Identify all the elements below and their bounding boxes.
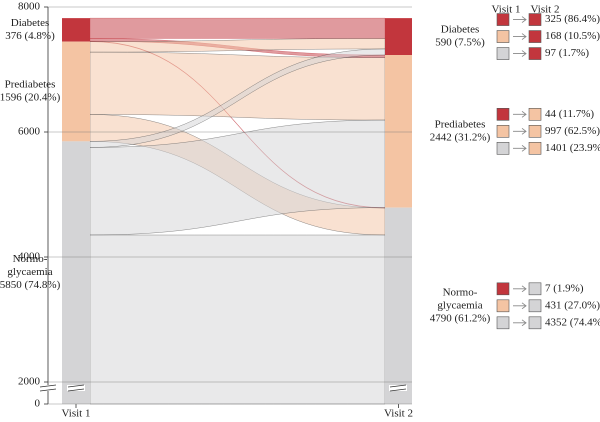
legend-arrow [513, 110, 527, 118]
x-tick-label: Visit 2 [384, 408, 413, 420]
y-tick-label: 6000 [18, 126, 41, 138]
legend-label: 7 (1.9%) [545, 282, 584, 294]
axis-break [67, 388, 85, 392]
legend-swatch [496, 282, 510, 296]
legend-arrow [513, 50, 527, 57]
legend-swatch [528, 142, 542, 155]
legend-swatch [528, 47, 542, 60]
legend-swatch [496, 108, 510, 121]
node-label: 4790 (61.2%) [430, 312, 491, 324]
legend-label: 168 (10.5%) [545, 30, 600, 42]
legend-arrow [513, 319, 527, 327]
legend-arrow [513, 285, 527, 293]
axis-break [389, 388, 407, 392]
legend-header: Visit 1 [492, 4, 521, 16]
axis-break [389, 384, 407, 388]
node-label: glycaemia [7, 266, 52, 278]
grid [44, 6, 48, 405]
node-label: glycaemia [437, 299, 482, 311]
y-tick-label: 8000 [18, 1, 41, 13]
flow [89, 51, 386, 121]
axis-break-gap [389, 385, 407, 391]
node-label: 376 (4.8%) [5, 30, 55, 42]
node-bar [385, 18, 412, 55]
node-label: Diabetes [11, 17, 49, 29]
node-bar [62, 141, 90, 404]
legend-swatch [496, 30, 510, 43]
node-label: 1596 (20.4%) [0, 92, 61, 104]
axis-break-gap [39, 385, 57, 391]
legend-swatch [528, 282, 542, 296]
node-label: Prediabetes [435, 118, 486, 130]
flow [89, 17, 386, 39]
node-label: Prediabetes [5, 79, 56, 91]
legend-label: 431 (27.0%) [545, 299, 600, 311]
node-bar [385, 55, 412, 208]
legend-swatch [528, 316, 542, 330]
legend-swatch [528, 30, 542, 43]
axis-break-gap [67, 385, 85, 391]
legend-label: 997 (62.5%) [545, 125, 600, 137]
legend-swatch [528, 108, 542, 121]
legend-label: 4352 (74.4%) [545, 316, 600, 328]
legend-swatch [496, 125, 510, 138]
flow [89, 234, 386, 405]
legend-arrow [513, 144, 527, 152]
axis-break [67, 384, 85, 388]
legend-swatch [496, 299, 510, 313]
axis-break [39, 388, 57, 392]
y-tick-label: 4000 [18, 251, 41, 263]
x-tick-label: Visit 1 [62, 408, 91, 420]
node-label: Normo- [13, 253, 48, 265]
node-bar [62, 41, 90, 142]
node-label: 2442 (31.2%) [430, 131, 491, 143]
node-label: 590 (7.5%) [435, 37, 485, 49]
legend-header: Visit 2 [531, 4, 560, 16]
legend-swatch [496, 142, 510, 155]
legend-label: 1401 (23.9%) [545, 142, 600, 154]
bars [62, 18, 412, 404]
y-tick-label: 0 [35, 398, 41, 410]
legend-swatch [528, 13, 542, 26]
legend-swatch [528, 299, 542, 313]
y-tick-label: 2000 [18, 376, 41, 388]
axis-break [39, 384, 57, 388]
legend-label: 44 (11.7%) [545, 108, 594, 120]
legend-arrow [513, 127, 527, 135]
legend-swatch [496, 13, 510, 26]
legend-swatch [496, 47, 510, 60]
legend-swatch [496, 316, 510, 330]
legend-label: 325 (86.4%) [545, 13, 600, 25]
node-bar [62, 18, 90, 42]
node-label: Normo- [443, 286, 478, 298]
legend-label: 97 (1.7%) [545, 47, 589, 59]
node-label: 5850 (74.8%) [0, 279, 61, 291]
node-label: Diabetes [441, 24, 479, 36]
legend-arrow [513, 33, 527, 40]
legend-arrow [513, 302, 527, 310]
legend-swatch [528, 125, 542, 138]
flows [89, 17, 386, 405]
legend-arrow [513, 16, 527, 23]
node-bar [385, 207, 412, 404]
